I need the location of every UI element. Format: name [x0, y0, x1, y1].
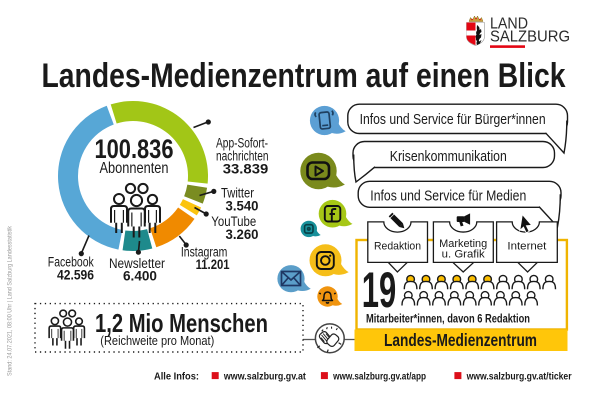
svg-text:Krisenkommunikation: Krisenkommunikation — [390, 149, 507, 165]
svg-text:(Reichweite pro Monat): (Reichweite pro Monat) — [100, 334, 214, 348]
svg-text:www.salzburg.gv.at/app: www.salzburg.gv.at/app — [332, 371, 426, 382]
svg-text:Landes-Medienzentrum auf einen: Landes-Medienzentrum auf einen Blick — [42, 57, 566, 95]
svg-text:Twitter: Twitter — [221, 185, 254, 200]
svg-text:www.salzburg.gv.at/ticker: www.salzburg.gv.at/ticker — [466, 371, 572, 382]
svg-text:Infos und Service für Medien: Infos und Service für Medien — [370, 189, 526, 205]
svg-text:6.400: 6.400 — [123, 268, 157, 283]
svg-text:Newsletter: Newsletter — [109, 256, 165, 271]
svg-text:YouTube: YouTube — [211, 214, 256, 229]
svg-text:nachrichten: nachrichten — [216, 148, 269, 163]
svg-text:LAND: LAND — [490, 15, 528, 32]
svg-text:3.540: 3.540 — [226, 198, 259, 213]
svg-text:42.596: 42.596 — [57, 267, 94, 282]
svg-text:u. Grafik: u. Grafik — [442, 248, 486, 260]
svg-text:Infos und Service für Bürger*i: Infos und Service für Bürger*innen — [360, 112, 546, 128]
svg-text:Redaktion: Redaktion — [374, 241, 421, 253]
svg-text:33.839: 33.839 — [223, 162, 269, 177]
svg-text:Stand: 24.07.2021, 08:00 Uhr: Stand: 24.07.2021, 08:00 Uhr | Land Salz… — [7, 225, 14, 376]
svg-text:100.836: 100.836 — [95, 134, 174, 164]
svg-text:App-Sofort-: App-Sofort- — [216, 136, 268, 151]
svg-text:Internet: Internet — [507, 241, 546, 253]
svg-text:Instagram: Instagram — [181, 245, 228, 260]
svg-text:SALZBURG: SALZBURG — [490, 29, 570, 46]
svg-text:11.201: 11.201 — [196, 257, 230, 272]
svg-text:Mitarbeiter*innen, davon 6 Red: Mitarbeiter*innen, davon 6 Redaktion — [366, 311, 530, 325]
svg-text:1,2 Mio Menschen: 1,2 Mio Menschen — [95, 308, 268, 338]
svg-text:Landes-Medienzentrum: Landes-Medienzentrum — [384, 330, 537, 350]
svg-text:Abonnenten: Abonnenten — [100, 160, 169, 177]
svg-text:Marketing: Marketing — [439, 238, 487, 250]
svg-text:Facebook: Facebook — [48, 255, 94, 270]
svg-text:Alle Infos:: Alle Infos: — [154, 371, 199, 382]
svg-text:19: 19 — [362, 261, 396, 317]
svg-text:3.260: 3.260 — [226, 227, 259, 242]
svg-text:www.salzburg.gv.at: www.salzburg.gv.at — [223, 371, 307, 382]
